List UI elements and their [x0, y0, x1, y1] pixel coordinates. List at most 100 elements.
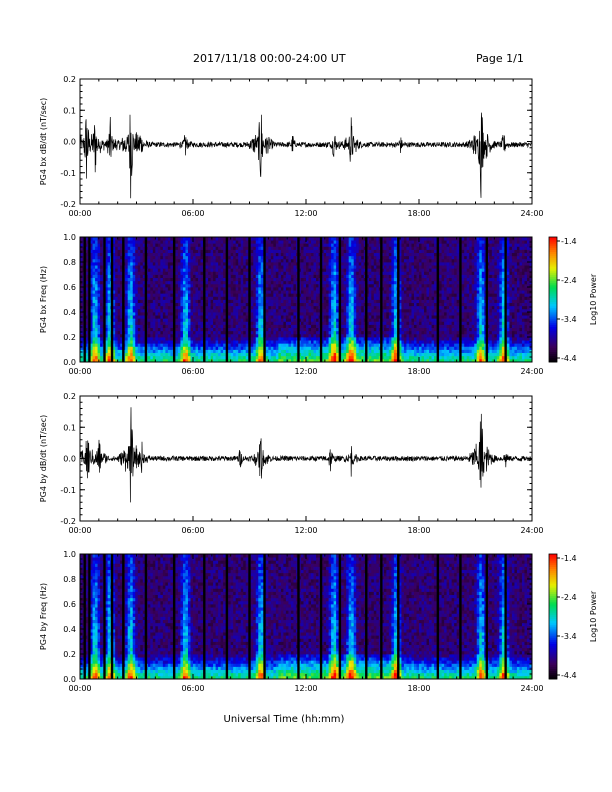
spectrogram-cell — [255, 258, 259, 263]
spectrogram-cell — [265, 287, 269, 291]
spectrogram-cell — [97, 337, 101, 341]
spectrogram-cell — [210, 312, 214, 316]
spectrogram-cell — [140, 349, 144, 354]
spectrogram-cell — [130, 258, 134, 263]
spectrogram-cell — [283, 293, 287, 297]
spectrogram-cell — [316, 343, 319, 347]
spectrogram-cell — [268, 355, 272, 360]
spectrogram-cell — [268, 271, 272, 275]
spectrogram-cell — [130, 340, 134, 344]
spectrogram-cell — [182, 237, 186, 241]
spectrogram-cell — [198, 308, 201, 313]
spectrogram-cell — [321, 318, 324, 322]
spectrogram-cell — [316, 333, 319, 338]
spectrogram-cell — [278, 252, 282, 257]
spectrogram-cell — [265, 290, 269, 294]
spectrogram-cell — [366, 302, 370, 307]
spectrogram-cell — [132, 330, 136, 335]
spectrogram-cell — [175, 308, 179, 313]
spectrogram-cell — [238, 271, 242, 275]
spectrogram-cell — [298, 265, 302, 269]
spectrogram-cell — [182, 249, 186, 254]
spectrogram-cell — [100, 255, 103, 260]
spectrogram-cell — [147, 324, 151, 329]
spectrogram-cell — [306, 349, 309, 354]
spectrogram-cell — [100, 293, 103, 297]
spectrogram-cell — [331, 315, 335, 319]
spectrogram-cell — [356, 243, 360, 247]
spectrogram-cell — [210, 240, 214, 244]
spectrogram-cell — [147, 265, 151, 269]
spectrogram-cell — [300, 333, 304, 338]
spectrogram-cell — [142, 302, 146, 307]
spectrogram-cell — [210, 340, 214, 344]
spectrogram-cell — [366, 293, 370, 297]
spectrogram-cell — [160, 262, 164, 266]
spectrogram-cell — [177, 293, 181, 297]
spectrogram-cell — [326, 299, 329, 304]
spectrogram-cell — [137, 252, 141, 257]
spectrogram-cell — [383, 305, 387, 310]
spectrogram-cell — [132, 355, 136, 360]
spectrogram-cell — [373, 249, 377, 254]
spectrogram-cell — [326, 271, 329, 275]
spectrogram-cell — [213, 312, 216, 316]
spectrogram-cell — [208, 268, 211, 272]
spectrogram-cell — [117, 280, 121, 285]
spectrogram-cell — [167, 352, 171, 357]
spectrogram-cell — [215, 283, 219, 288]
spectrogram-cell — [190, 255, 194, 260]
spectrogram-cell — [283, 330, 287, 335]
spectrogram-cell — [245, 355, 249, 360]
spectrogram-cell — [275, 268, 279, 272]
spectrogram-cell — [198, 287, 201, 291]
spectrogram-cell — [368, 246, 372, 250]
spectrogram-cell — [373, 258, 377, 263]
spectrogram-cell — [290, 268, 294, 272]
spectrogram-cell — [240, 271, 244, 275]
spectrogram-cell — [303, 296, 307, 300]
spectrogram-cell — [383, 346, 387, 350]
spectrogram-cell — [255, 287, 259, 291]
spectrogram-cell — [130, 302, 134, 307]
spectrogram-cell — [293, 330, 297, 335]
spectrogram-cell — [331, 249, 335, 254]
spectrogram-cell — [215, 327, 219, 332]
spectrogram-cell — [321, 258, 324, 263]
spectrogram-cell — [120, 343, 124, 347]
spectrogram-cell — [273, 255, 277, 260]
spectrogram-cell — [238, 240, 242, 244]
spectrogram-cell — [107, 333, 111, 338]
spectrogram-cell — [150, 315, 154, 319]
spectrogram-cell — [107, 287, 111, 291]
spectrogram-cell — [341, 249, 345, 254]
spectrogram-cell — [361, 262, 365, 266]
spectrogram-cell — [343, 305, 347, 310]
spectrogram-cell — [182, 349, 186, 354]
spectrogram-cell — [353, 321, 357, 325]
spectrogram-cell — [223, 324, 227, 329]
spectrogram-cell — [368, 255, 372, 260]
spectrogram-cell — [112, 312, 116, 316]
spectrogram-cell — [208, 333, 211, 338]
spectrogram-cell — [270, 358, 274, 363]
spectrogram-cell — [328, 312, 332, 316]
spectrogram-cell — [373, 355, 377, 360]
spectrogram-cell — [167, 237, 171, 241]
spectrogram-cell — [100, 265, 103, 269]
spectrogram-cell — [265, 349, 269, 354]
spectrogram-cell — [120, 277, 124, 282]
spectrogram-cell — [306, 305, 309, 310]
spectrogram-cell — [195, 240, 199, 244]
spectrogram-cell — [343, 315, 347, 319]
spectrogram-cell — [300, 258, 304, 263]
spectrogram-cell — [358, 318, 362, 322]
spectrogram-cell — [316, 287, 319, 291]
spectrogram-cell — [253, 321, 257, 325]
spectrogram-cell — [150, 299, 154, 304]
spectrogram-cell — [300, 252, 304, 257]
spectrogram-cell — [90, 287, 93, 291]
spectrogram-cell — [185, 277, 189, 282]
spectrogram-cell — [270, 255, 274, 260]
spectrogram-cell — [175, 312, 179, 316]
